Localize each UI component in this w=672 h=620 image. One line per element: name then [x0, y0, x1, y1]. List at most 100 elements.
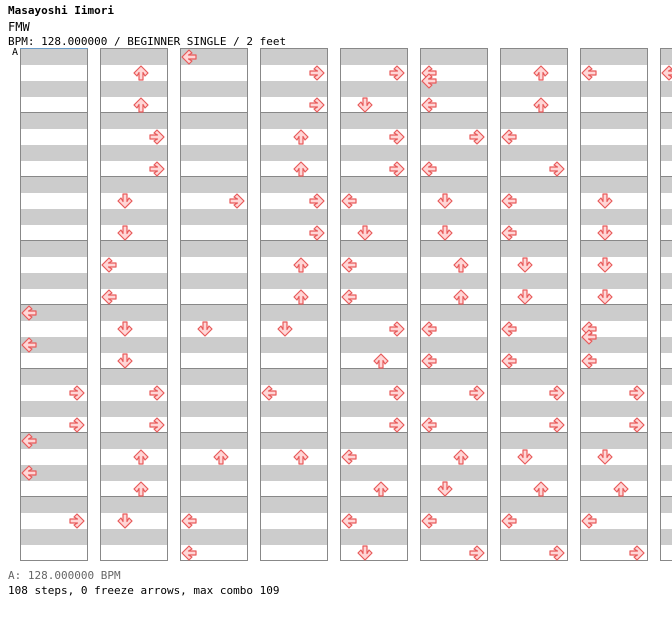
beat-band — [181, 337, 247, 353]
right-arrow-icon — [629, 417, 645, 433]
right-arrow-icon — [69, 385, 85, 401]
left-arrow-icon — [341, 289, 357, 305]
chart-column-9 — [660, 48, 672, 561]
left-arrow-icon — [421, 321, 437, 337]
measure-line — [421, 176, 487, 177]
beat-band — [341, 177, 407, 193]
up-arrow-icon — [453, 289, 469, 305]
measure-line — [341, 176, 407, 177]
beat-band — [21, 369, 87, 385]
beat-band — [581, 401, 647, 417]
beat-band — [181, 433, 247, 449]
up-arrow-icon — [373, 481, 389, 497]
measure-line — [181, 304, 247, 305]
beat-band — [661, 209, 672, 225]
down-arrow-icon — [597, 449, 613, 465]
beat-band — [421, 241, 487, 257]
beat-band — [261, 241, 327, 257]
beat-band — [101, 433, 167, 449]
beat-band — [501, 465, 567, 481]
measure-line — [261, 432, 327, 433]
beat-band — [661, 145, 672, 161]
left-arrow-icon — [581, 65, 597, 81]
step-stats: 108 steps, 0 freeze arrows, max combo 10… — [8, 584, 280, 597]
beat-band — [341, 305, 407, 321]
up-arrow-icon — [533, 65, 549, 81]
beat-band — [21, 81, 87, 97]
measure-line — [501, 304, 567, 305]
beat-band — [661, 465, 672, 481]
beat-band — [501, 497, 567, 513]
beat-band — [21, 177, 87, 193]
beat-band — [101, 401, 167, 417]
left-arrow-icon — [341, 257, 357, 273]
left-arrow-icon — [101, 257, 117, 273]
beat-band — [341, 209, 407, 225]
beat-band — [261, 369, 327, 385]
up-arrow-icon — [373, 353, 389, 369]
chart-column-2 — [100, 48, 168, 561]
beat-band — [501, 305, 567, 321]
beat-band — [661, 305, 672, 321]
beat-band — [261, 113, 327, 129]
beat-band — [341, 241, 407, 257]
measure-line — [101, 304, 167, 305]
left-arrow-icon — [21, 465, 37, 481]
beat-band — [581, 305, 647, 321]
measure-line — [181, 368, 247, 369]
left-arrow-icon — [501, 193, 517, 209]
beat-band — [501, 337, 567, 353]
left-arrow-icon — [421, 97, 437, 113]
beat-band — [661, 337, 672, 353]
measure-line — [341, 432, 407, 433]
measure-line — [21, 432, 87, 433]
beat-band — [581, 145, 647, 161]
down-arrow-icon — [357, 545, 373, 561]
beat-band — [261, 465, 327, 481]
down-arrow-icon — [437, 225, 453, 241]
measure-line — [661, 368, 672, 369]
beat-band — [661, 529, 672, 545]
right-arrow-icon — [149, 385, 165, 401]
segment-marker-line — [20, 48, 88, 49]
beat-band — [501, 401, 567, 417]
up-arrow-icon — [133, 481, 149, 497]
beat-band — [421, 305, 487, 321]
measure-line — [421, 112, 487, 113]
beat-band — [21, 337, 87, 353]
beat-band — [661, 241, 672, 257]
beat-band — [501, 209, 567, 225]
beat-band — [261, 177, 327, 193]
up-arrow-icon — [533, 97, 549, 113]
beat-band — [421, 49, 487, 65]
beat-band — [261, 49, 327, 65]
beat-band — [181, 369, 247, 385]
beat-band — [421, 529, 487, 545]
beat-band — [421, 465, 487, 481]
measure-line — [341, 496, 407, 497]
measure-line — [21, 240, 87, 241]
right-arrow-icon — [69, 513, 85, 529]
beat-band — [101, 337, 167, 353]
right-arrow-icon — [149, 161, 165, 177]
beat-band — [181, 81, 247, 97]
measure-line — [661, 112, 672, 113]
beat-band — [101, 305, 167, 321]
down-arrow-icon — [277, 321, 293, 337]
measure-line — [421, 432, 487, 433]
beat-band — [261, 401, 327, 417]
measure-line — [261, 304, 327, 305]
up-arrow-icon — [293, 289, 309, 305]
measure-line — [581, 304, 647, 305]
measure-line — [261, 112, 327, 113]
measure-line — [341, 368, 407, 369]
measure-line — [581, 112, 647, 113]
measure-line — [421, 496, 487, 497]
beat-band — [581, 369, 647, 385]
chart-column-1 — [20, 48, 88, 561]
measure-line — [341, 112, 407, 113]
measure-line — [581, 176, 647, 177]
right-arrow-icon — [389, 129, 405, 145]
beat-band — [581, 273, 647, 289]
